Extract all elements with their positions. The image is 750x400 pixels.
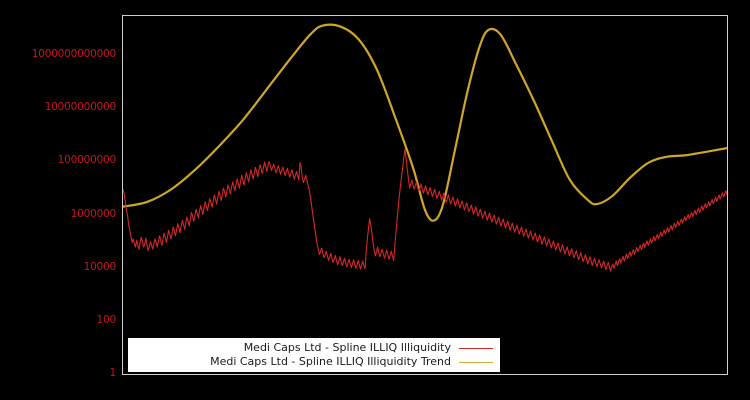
trend-line [123,23,727,222]
legend-item-series: Medi Caps Ltd - Spline ILLIQ Illiquidity [129,341,499,355]
y-axis-tick-label: 100 [96,313,117,326]
plot-area [122,15,728,375]
chart-legend: Medi Caps Ltd - Spline ILLIQ Illiquidity… [128,338,500,372]
legend-swatch-trend-icon [459,361,493,363]
legend-label-trend: Medi Caps Ltd - Spline ILLIQ Illiquidity… [210,355,451,368]
y-axis-tick-label: 10000 [83,260,117,273]
legend-item-trend: Medi Caps Ltd - Spline ILLIQ Illiquidity… [129,355,499,369]
illiquidity-line [123,148,727,272]
y-axis-tick-label: 10000000000 [44,101,116,114]
legend-swatch-series-icon [459,347,493,349]
y-axis-tick-label: 100000000 [57,154,117,167]
legend-label-series: Medi Caps Ltd - Spline ILLIQ Illiquidity [243,341,451,354]
y-axis-tick-labels: 1000000000000 10000000000 100000000 1000000… [0,0,116,400]
y-axis-tick-label: 1000000 [70,207,117,220]
plot-svg [123,23,727,272]
y-axis-tick-label: 1 [109,367,117,379]
y-axis-tick-label: 1000000000000 [31,48,116,61]
series-group [123,23,727,272]
